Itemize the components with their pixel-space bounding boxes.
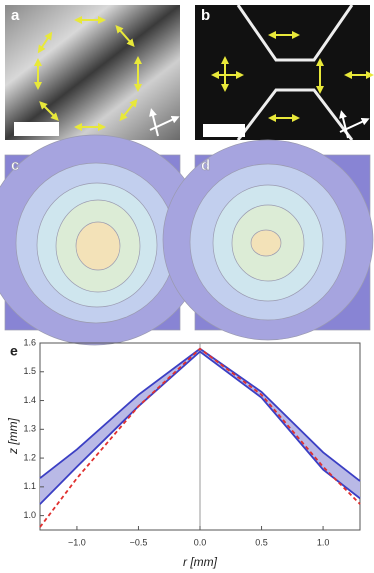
panel-label: b bbox=[201, 7, 210, 24]
panel-c: c bbox=[0, 134, 206, 346]
y-tick-label: 1.4 bbox=[23, 395, 36, 405]
x-tick-label: −0.5 bbox=[130, 537, 148, 547]
x-axis-label: r [mm] bbox=[183, 555, 218, 569]
panel-d: d bbox=[162, 139, 374, 341]
y-tick-label: 1.0 bbox=[23, 510, 36, 520]
panel-label: d bbox=[201, 157, 210, 174]
panel-label: a bbox=[11, 7, 20, 24]
panel-a: a bbox=[5, 5, 180, 140]
panel-label: e bbox=[10, 343, 18, 359]
series-line bbox=[39, 350, 361, 505]
series-line bbox=[39, 347, 361, 528]
y-tick-label: 1.3 bbox=[23, 424, 36, 434]
y-tick-label: 1.6 bbox=[23, 337, 36, 347]
y-axis-label: z [mm] bbox=[6, 417, 20, 455]
y-tick-label: 1.1 bbox=[23, 481, 36, 491]
y-tick-label: 1.2 bbox=[23, 452, 36, 462]
x-tick-label: −1.0 bbox=[68, 537, 86, 547]
panel-b: b bbox=[195, 4, 374, 141]
x-tick-label: 1.0 bbox=[317, 537, 330, 547]
x-tick-label: 0.0 bbox=[194, 537, 207, 547]
x-tick-label: 0.5 bbox=[255, 537, 268, 547]
panel-label: c bbox=[11, 157, 19, 174]
y-tick-label: 1.5 bbox=[23, 366, 36, 376]
